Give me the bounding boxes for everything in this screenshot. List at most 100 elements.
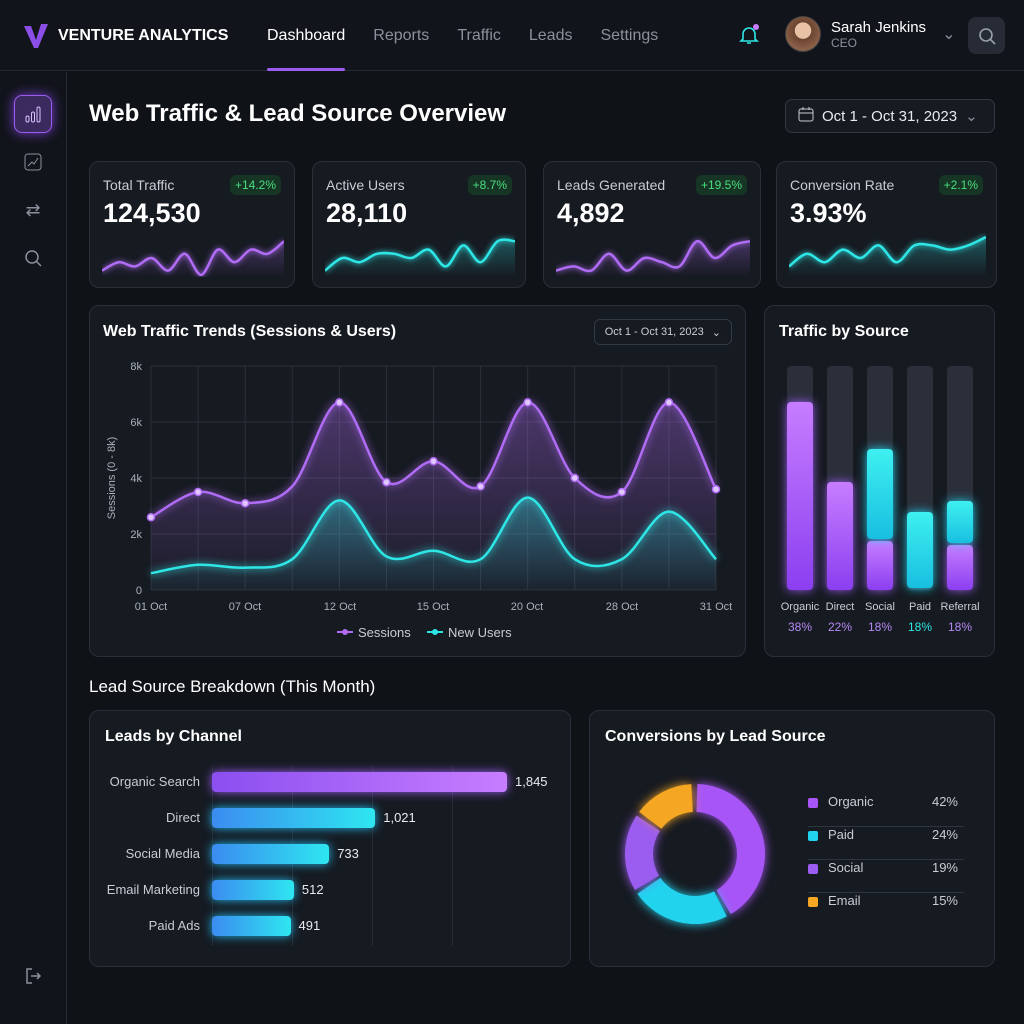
bar-segment-purple[interactable]: [827, 482, 853, 590]
legend-label: Social: [828, 860, 864, 875]
conv-title: Conversions by Lead Source: [605, 728, 826, 745]
arrows-icon: ⇄: [25, 199, 41, 220]
calendar-icon: [798, 106, 814, 126]
bell-icon[interactable]: [738, 24, 760, 51]
channel-label: Direct: [166, 810, 200, 825]
search-button[interactable]: [968, 17, 1005, 54]
channel-label: Paid Ads: [148, 918, 200, 933]
donut-slice-social[interactable]: [625, 815, 660, 891]
user-menu[interactable]: Sarah Jenkins CEO ⌄: [785, 16, 955, 52]
kpi-label: Total Traffic: [103, 177, 175, 193]
donut-chart: [625, 784, 765, 924]
sparkline-area: [789, 237, 986, 277]
trend-date-value: Oct 1 - Oct 31, 2023: [604, 326, 704, 338]
channel-value: 491: [298, 918, 321, 933]
kpi-label: Active Users: [326, 177, 405, 193]
channel-bar[interactable]: [212, 808, 376, 828]
kpi-card[interactable]: Conversion Rate +2.1% 3.93%: [776, 161, 997, 288]
trend-date-dropdown[interactable]: Oct 1 - Oct 31, 2023 ⌄: [593, 319, 732, 345]
nav-dashboard[interactable]: Dashboard: [267, 0, 346, 71]
legend-swatch: [808, 798, 818, 808]
bar-category-label: Organic: [780, 601, 820, 613]
kpi-card[interactable]: Leads Generated +19.5% 4,892: [543, 161, 761, 288]
chevron-down-icon: ⌄: [965, 108, 978, 125]
chevron-down-icon: ⌄: [711, 326, 721, 339]
sidebar-item-trends[interactable]: [14, 143, 52, 181]
bar-category-label: Paid: [908, 601, 932, 613]
bar-value-label: 18%: [867, 620, 893, 634]
donut-slice-organic[interactable]: [696, 784, 765, 915]
sparkline-line: [102, 240, 284, 277]
channel-label: Email Marketing: [106, 882, 200, 897]
legend-value: 42%: [931, 794, 958, 809]
traffic-source-card: Traffic by Source Organic 38% Direct 22% Soc…: [764, 305, 995, 657]
logo[interactable]: VENTURE ANALYTICS: [22, 22, 228, 50]
trend-title: Web Traffic Trends (Sessions & Users): [103, 323, 397, 340]
bar-value-label: 18%: [947, 620, 973, 634]
logout-button[interactable]: [14, 957, 52, 995]
search-icon: [978, 27, 996, 45]
legend-value: 24%: [931, 827, 958, 842]
channel-label: Social Media: [125, 846, 200, 861]
kpi-card[interactable]: Active Users +8.7% 28,110: [312, 161, 526, 288]
bar-category-label: Direct: [825, 601, 855, 613]
channel-bar[interactable]: [212, 916, 291, 936]
kpi-value: 28,110: [326, 198, 408, 228]
sidebar-item-search[interactable]: [14, 239, 52, 277]
legend-value: 19%: [931, 860, 958, 875]
kpi-sparkline: [325, 238, 515, 277]
kpi-change-badge: +19.5%: [695, 175, 747, 195]
bar-segment-cyan[interactable]: [867, 449, 893, 539]
legend-swatch: [808, 831, 818, 841]
channel-value: 1,021: [383, 810, 416, 825]
search-icon: [25, 250, 42, 267]
kpi-card[interactable]: Total Traffic +14.2% 124,530: [89, 161, 295, 288]
logo-icon: [24, 24, 48, 48]
nav-leads[interactable]: Leads: [528, 27, 573, 44]
sidebar-item-transfers[interactable]: ⇄: [14, 191, 52, 229]
app-name: VENTURE ANALYTICS: [58, 27, 229, 44]
legend-label: Paid: [828, 827, 855, 842]
user-role: CEO: [831, 35, 858, 50]
grid-line: [452, 766, 453, 946]
donut-slice-paid[interactable]: [637, 877, 727, 924]
kpi-change-badge: +14.2%: [229, 175, 281, 195]
channel-bar[interactable]: [212, 844, 330, 864]
sparkline-line: [789, 235, 986, 268]
user-name: Sarah Jenkins: [831, 18, 927, 36]
channel-bar[interactable]: [212, 772, 507, 792]
bar-segment-purple[interactable]: [867, 540, 893, 590]
bar-segment-purple[interactable]: [787, 401, 813, 590]
page-title: Web Traffic & Lead Source Overview: [89, 100, 507, 127]
legend-row: Organic 42%: [808, 794, 964, 827]
bar-value-label: 22%: [827, 620, 853, 634]
traffic-trend-card: Web Traffic Trends (Sessions & Users) Oc…: [89, 305, 746, 657]
channel-bar[interactable]: [212, 880, 294, 900]
legend-label: Organic: [828, 794, 874, 809]
nav-settings[interactable]: Settings: [600, 27, 659, 44]
bar-category-label: Social: [865, 601, 895, 613]
chevron-down-icon: ⌄: [942, 26, 956, 43]
kpi-value: 124,530: [103, 198, 201, 228]
nav-traffic[interactable]: Traffic: [457, 27, 501, 44]
grid-line: [372, 766, 373, 946]
nav-reports[interactable]: Reports: [373, 27, 430, 44]
channel-label: Organic Search: [109, 774, 200, 789]
kpi-change-badge: +8.7%: [467, 175, 512, 195]
legend-swatch: [808, 897, 818, 907]
bar-chart-icon: [25, 106, 41, 123]
kpi-value: 3.93%: [790, 198, 867, 228]
channel-value: 512: [301, 882, 324, 897]
date-range-picker[interactable]: Oct 1 - Oct 31, 2023 ⌄: [785, 99, 995, 133]
bar-segment-cyan[interactable]: [907, 511, 933, 588]
bar-segment-purple[interactable]: [947, 545, 973, 590]
sidebar-item-dashboard[interactable]: [14, 95, 52, 133]
date-range-value: Oct 1 - Oct 31, 2023: [822, 107, 958, 125]
legend-label: Email: [828, 893, 861, 908]
donut-slice-email[interactable]: [639, 784, 693, 829]
channel-value: 733: [337, 846, 359, 861]
sparkline-line: [325, 238, 515, 272]
kpi-sparkline: [556, 239, 750, 277]
kpi-value: 4,892: [557, 198, 625, 228]
bar-segment-cyan[interactable]: [947, 500, 973, 544]
